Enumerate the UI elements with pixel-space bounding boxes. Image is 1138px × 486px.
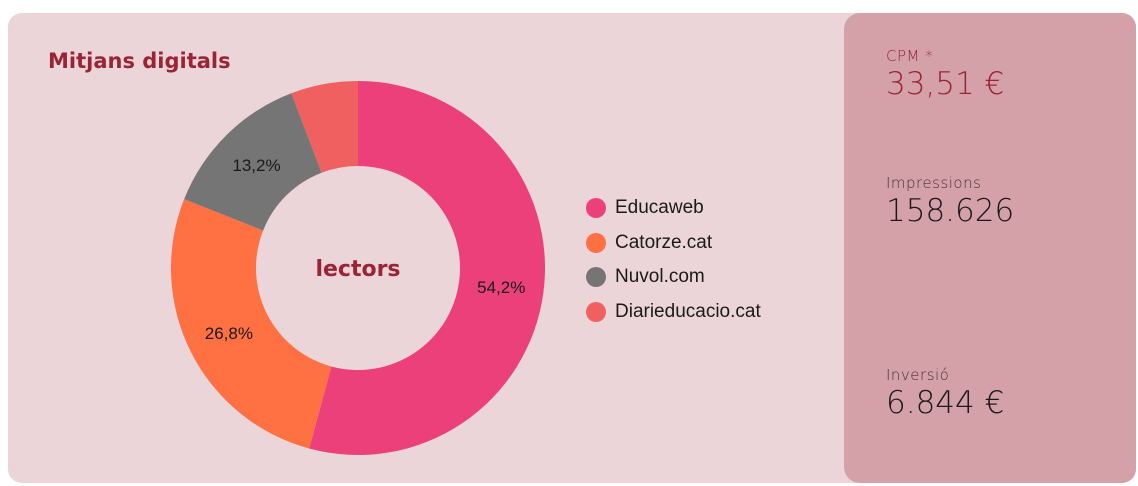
- chart-title: Mitjans digitals: [48, 49, 231, 73]
- donut-value-label: 26,8%: [205, 324, 253, 343]
- metric-investment-value: 6.844 €: [886, 385, 1005, 421]
- metric-investment: Inversió 6.844 €: [886, 366, 1004, 421]
- metric-impressions: Impressions 158.626: [886, 174, 1014, 229]
- legend-label: Diarieducacio.cat: [615, 300, 761, 322]
- donut-value-label: 54,2%: [477, 278, 525, 297]
- donut-chart: 54,2% 26,8% 13,2% lectors: [171, 81, 545, 455]
- digital-media-card: Mitjans digitals 54,2% 26,8% 13,2% lectors …: [8, 13, 1136, 483]
- legend-item: Nuvol.com: [586, 265, 761, 289]
- legend-swatch: [586, 198, 606, 218]
- metric-cpm-value: 33,51 €: [886, 66, 1005, 102]
- legend-label: Educaweb: [615, 197, 704, 218]
- legend-swatch: [586, 267, 606, 287]
- metric-investment-label: Inversió: [886, 366, 950, 384]
- donut-slice-diarieducacio-cat: [291, 81, 358, 173]
- legend-label: Nuvol.com: [615, 266, 705, 287]
- donut-value-label: 13,2%: [232, 156, 280, 175]
- donut-center-label: lectors: [315, 257, 400, 282]
- metric-cpm: CPM * 33,51 €: [886, 47, 1004, 102]
- legend-item: Catorze.cat: [586, 231, 761, 255]
- metrics-panel: CPM * 33,51 € Impressions 158.626 Invers…: [844, 13, 1136, 483]
- donut-slice-catorze-cat: [171, 199, 332, 449]
- chart-legend: Educaweb Catorze.cat Nuvol.com Diarieducaci…: [586, 196, 761, 334]
- metric-cpm-label: CPM *: [886, 47, 934, 65]
- legend-item: Diarieducacio.cat: [586, 300, 761, 324]
- donut-slice-nuvol-com: [184, 93, 322, 231]
- metric-impressions-label: Impressions: [886, 174, 982, 192]
- legend-item: Educaweb: [586, 196, 761, 220]
- legend-label: Catorze.cat: [615, 231, 713, 253]
- donut-slice-educaweb: [309, 81, 545, 455]
- legend-swatch: [586, 232, 606, 253]
- legend-swatch: [586, 301, 606, 322]
- metric-impressions-value: 158.626: [886, 193, 1015, 229]
